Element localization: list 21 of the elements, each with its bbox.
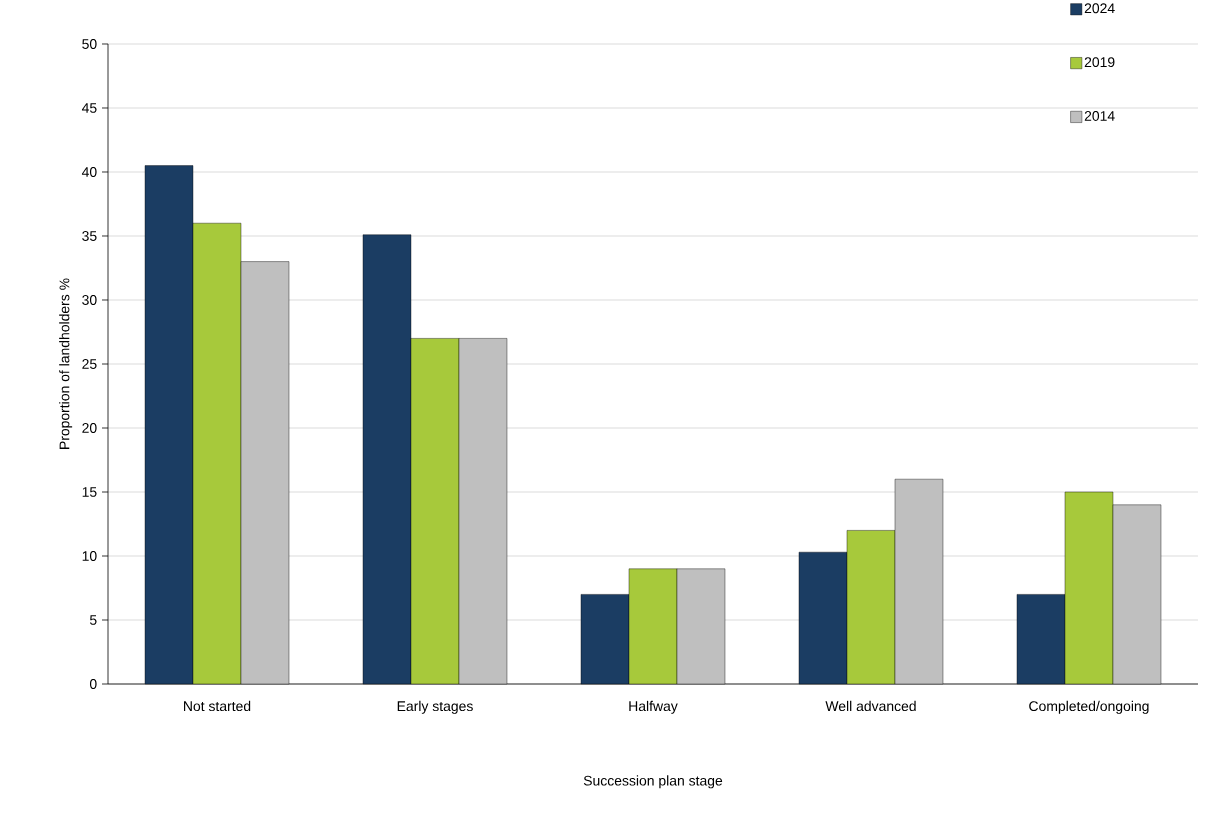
- x-tick-label: Well advanced: [825, 700, 916, 712]
- y-tick-label: 15: [82, 487, 97, 497]
- x-tick-label: Halfway: [629, 700, 678, 714]
- legend-label: 2014: [1084, 111, 1115, 121]
- y-tick-label: 35: [82, 231, 97, 241]
- y-tick-label: 30: [82, 295, 97, 305]
- y-tick-label: 10: [82, 551, 97, 561]
- x-tick-label: Early stages: [397, 700, 473, 714]
- legend-label: 2024: [1084, 3, 1115, 14]
- legend-label: 2019: [1084, 57, 1115, 68]
- y-tick-label: 0: [89, 679, 97, 689]
- x-axis-title: Succession plan stage: [583, 775, 723, 789]
- y-tick-label: 20: [82, 423, 97, 433]
- y-axis-title: Proportion of landholders %: [59, 278, 73, 449]
- y-tick-label: 5: [89, 615, 97, 625]
- y-tick-label: 40: [81, 167, 97, 177]
- x-tick-label: Completed/ongoing: [1029, 700, 1149, 714]
- x-tick-label: Not started: [184, 700, 251, 712]
- y-tick-label: 50: [82, 39, 97, 49]
- y-tick-label: 25: [82, 359, 97, 369]
- y-tick-label: 45: [81, 103, 97, 113]
